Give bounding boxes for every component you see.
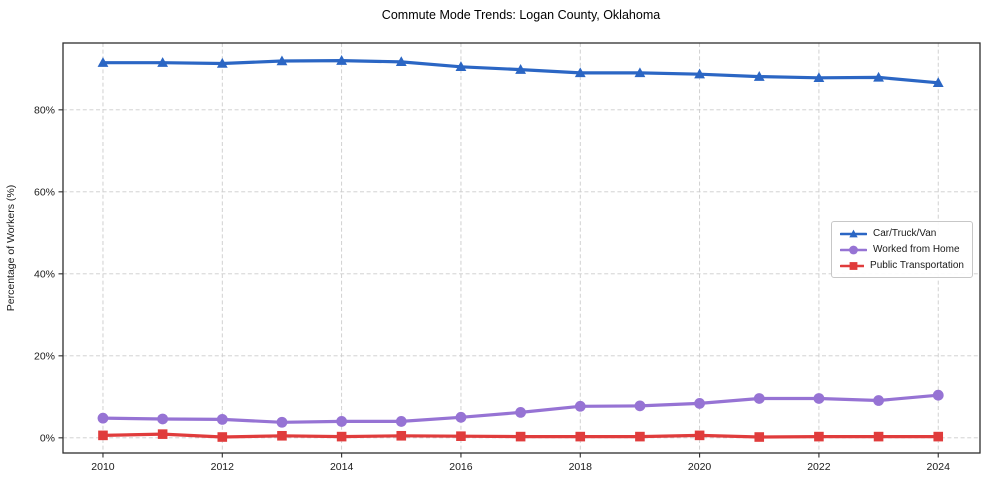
marker-worked-from-home-2012 bbox=[216, 413, 228, 425]
legend-circle-icon bbox=[840, 245, 867, 254]
marker-public-transportation-2010 bbox=[98, 430, 108, 441]
series-layer bbox=[97, 55, 944, 442]
x-tick-label-2018: 2018 bbox=[569, 461, 593, 473]
y-tick-label-0: 0% bbox=[40, 432, 55, 444]
x-tick-label-2022: 2022 bbox=[807, 461, 831, 473]
marker-car-truck-van-2015 bbox=[395, 56, 407, 67]
chart-title: Commute Mode Trends: Logan County, Oklah… bbox=[382, 8, 660, 22]
marker-public-transportation-2018 bbox=[575, 431, 586, 442]
x-tick-label-2010: 2010 bbox=[91, 461, 115, 473]
plot-border bbox=[62, 42, 981, 454]
marker-public-transportation-2013 bbox=[277, 430, 287, 441]
x-tick-label-2020: 2020 bbox=[688, 461, 712, 473]
marker-worked-from-home-2019 bbox=[634, 400, 646, 412]
marker-car-truck-van-2024 bbox=[932, 77, 944, 87]
marker-worked-from-home-2017 bbox=[515, 407, 527, 418]
marker-car-truck-van-2021 bbox=[753, 71, 765, 81]
legend-triangle-icon bbox=[840, 229, 867, 237]
marker-worked-from-home-2013 bbox=[276, 416, 288, 428]
marker-public-transportation-2024 bbox=[933, 431, 944, 442]
marker-worked-from-home-2021 bbox=[753, 393, 765, 404]
marker-worked-from-home-2020 bbox=[694, 397, 705, 409]
axis-layer: 2010 2012 2014 2016 2018 2020 2022 2024 0% 20% 40%… bbox=[34, 42, 981, 473]
marker-public-transportation-2023 bbox=[873, 431, 884, 442]
x-tick-label-2014: 2014 bbox=[330, 461, 354, 473]
marker-car-truck-van-2023 bbox=[873, 71, 884, 82]
marker-worked-from-home-2010 bbox=[97, 412, 109, 424]
marker-car-truck-van-2012 bbox=[216, 57, 228, 68]
legend-marker-public-transportation bbox=[849, 261, 858, 270]
marker-car-truck-van-2020 bbox=[694, 68, 705, 79]
marker-car-truck-van-2019 bbox=[634, 67, 646, 78]
legend-label-worked-from-home: Worked from Home bbox=[873, 244, 960, 255]
y-tick-label-20: 20% bbox=[34, 350, 55, 362]
y-tick-label-80: 80% bbox=[34, 104, 55, 116]
marker-worked-from-home-2018 bbox=[574, 400, 586, 412]
marker-car-truck-van-2011 bbox=[157, 57, 169, 67]
marker-public-transportation-2022 bbox=[814, 431, 824, 442]
legend-marker-worked-from-home bbox=[849, 245, 858, 254]
legend-square-icon bbox=[840, 261, 865, 270]
marker-worked-from-home-2022 bbox=[813, 393, 825, 404]
marker-car-truck-van-2018 bbox=[574, 67, 586, 78]
x-tick-label-2012: 2012 bbox=[211, 461, 235, 473]
marker-car-truck-van-2022 bbox=[813, 72, 825, 83]
marker-car-truck-van-2017 bbox=[515, 64, 527, 74]
marker-public-transportation-2014 bbox=[336, 431, 347, 442]
marker-public-transportation-2011 bbox=[157, 429, 168, 439]
marker-public-transportation-2020 bbox=[694, 430, 705, 441]
marker-worked-from-home-2015 bbox=[395, 416, 407, 427]
marker-car-truck-van-2013 bbox=[276, 55, 288, 66]
legend: Car/Truck/Van Worked from Home Public Tran… bbox=[831, 221, 973, 278]
marker-public-transportation-2016 bbox=[456, 431, 466, 441]
x-tick-label-2016: 2016 bbox=[449, 461, 473, 473]
marker-public-transportation-2015 bbox=[396, 430, 407, 441]
legend-label-public-transportation: Public Transportation bbox=[870, 260, 964, 271]
marker-public-transportation-2021 bbox=[754, 432, 765, 442]
marker-public-transportation-2012 bbox=[217, 432, 228, 442]
y-tick-label-60: 60% bbox=[34, 186, 55, 198]
legend-label-car-truck-van: Car/Truck/Van bbox=[873, 228, 937, 239]
legend-item-public-transportation: Public Transportation bbox=[840, 259, 964, 272]
legend-marker-car-truck-van bbox=[849, 229, 858, 237]
marker-car-truck-van-2016 bbox=[455, 61, 467, 71]
marker-worked-from-home-2016 bbox=[455, 411, 467, 423]
marker-worked-from-home-2011 bbox=[157, 413, 169, 425]
legend-item-car-truck-van: Car/Truck/Van bbox=[840, 227, 964, 240]
marker-car-truck-van-2014 bbox=[336, 55, 348, 65]
marker-public-transportation-2019 bbox=[635, 431, 645, 442]
x-tick-label-2024: 2024 bbox=[927, 461, 951, 473]
marker-worked-from-home-2014 bbox=[336, 416, 348, 427]
legend-item-worked-from-home: Worked from Home bbox=[840, 243, 964, 256]
y-axis-label: Percentage of Workers (%) bbox=[5, 185, 17, 311]
y-tick-label-40: 40% bbox=[34, 268, 55, 280]
marker-public-transportation-2017 bbox=[515, 431, 526, 442]
marker-worked-from-home-2024 bbox=[932, 389, 944, 401]
marker-car-truck-van-2010 bbox=[97, 57, 109, 67]
marker-worked-from-home-2023 bbox=[873, 395, 884, 406]
